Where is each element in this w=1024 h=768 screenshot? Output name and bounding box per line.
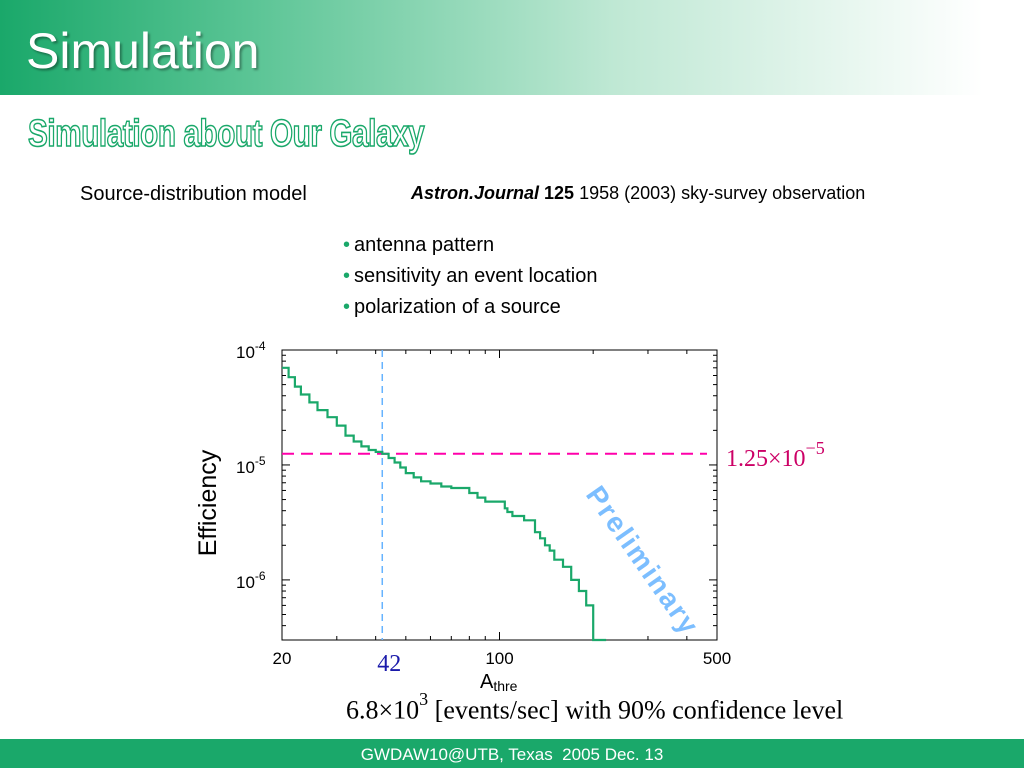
reference-volume: 125: [544, 183, 575, 203]
y-tick-label: 10-4: [236, 339, 266, 362]
footer-text: GWDAW10@UTB, Texas 2005 Dec. 13: [360, 745, 664, 764]
tick-labels: 10-410-510-620 100 500: [236, 339, 731, 668]
y-tick-label-exponent: -5: [255, 454, 266, 468]
bullet-item: • antenna pattern: [343, 231, 597, 262]
rate-formula: 6.8×103 [events/sec] with 90% confidence…: [346, 689, 844, 726]
x-tick-label: 20: [273, 649, 292, 668]
y-tick-label: 10-5: [236, 454, 266, 477]
threshold-label-mantissa: 1.25×10: [726, 446, 806, 472]
formula-text: [events/sec] with 90% confidence level: [428, 695, 844, 725]
bullet-text: polarization of a source: [354, 296, 561, 318]
x-axis-label-sub: thre: [493, 678, 517, 694]
efficiency-curve: [282, 366, 607, 642]
footer-bar: [0, 739, 1024, 768]
title-bar: [0, 0, 1024, 95]
bullet-dot: •: [343, 265, 351, 287]
bullet-text: sensitivity an event location: [354, 265, 598, 287]
reference-journal: Astron.Journal: [411, 183, 540, 203]
y-tick-label-base: 10: [236, 343, 255, 362]
y-tick-label-exponent: -4: [255, 339, 266, 353]
bullet-dot: •: [343, 296, 351, 318]
bullet-dot: •: [343, 234, 351, 256]
bullet-list: • antenna pattern • sensitivity an event l…: [343, 231, 597, 324]
bullet-item: • sensitivity an event location: [343, 262, 597, 293]
threshold-label: 1.25×10−5: [726, 438, 825, 472]
axis-ticks: [281, 349, 718, 641]
reference: Astron.Journal 125 1958 (2003) sky-surve…: [411, 183, 865, 204]
reference-details: 1958 (2003) sky-survey observation: [574, 183, 866, 203]
x-axis-label: Athre: [480, 671, 518, 694]
x-tick-label: 500: [703, 649, 731, 668]
bullet-text: antenna pattern: [354, 234, 495, 256]
formula-mantissa: 6.8×10: [346, 695, 420, 725]
slide-subtitle: Simulation about Our Galaxy: [27, 112, 425, 156]
formula-exponent: 3: [419, 689, 429, 709]
y-tick-label-exponent: -6: [255, 569, 266, 583]
marker-label: 42: [377, 651, 401, 677]
y-axis-label: Efficiency: [194, 449, 222, 556]
threshold-label-exponent: −5: [806, 438, 825, 458]
slide-title: Simulation: [26, 23, 260, 79]
y-tick-label-base: 10: [236, 573, 255, 592]
source-model-label: Source-distribution model: [80, 183, 307, 205]
x-axis-label-main: A: [480, 671, 494, 693]
y-tick-label: 10-6: [236, 569, 266, 592]
y-tick-label-base: 10: [236, 458, 255, 477]
preliminary-watermark: Preliminary: [580, 480, 706, 641]
bullet-item: • polarization of a source: [343, 293, 597, 324]
x-tick-label: 100: [485, 649, 513, 668]
